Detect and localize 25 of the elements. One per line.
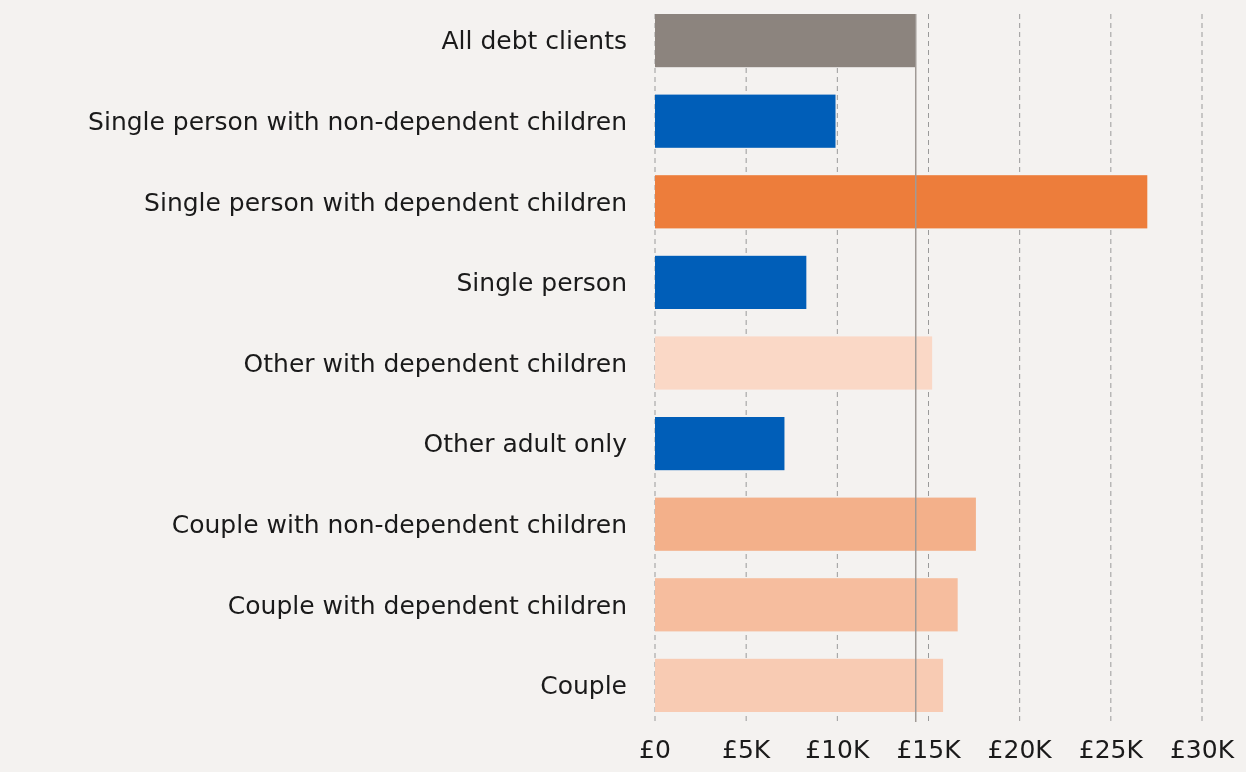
y-tick-label: Single person	[456, 268, 627, 298]
y-tick-label: Single person with non-dependent children	[88, 106, 627, 136]
y-tick-label: Other with dependent children	[243, 348, 627, 378]
x-tick-label: £15K	[896, 735, 962, 764]
bar	[655, 255, 807, 309]
bar	[655, 175, 1148, 229]
bar	[655, 658, 944, 712]
x-tick-label: £25K	[1078, 735, 1144, 764]
y-tick-label: Other adult only	[423, 429, 628, 459]
y-tick-label: Single person with dependent children	[144, 187, 627, 217]
bar	[655, 94, 836, 148]
x-tick-label: £0	[639, 735, 671, 764]
x-tick-label: £10K	[805, 735, 870, 764]
x-tick-label: £5K	[722, 735, 771, 764]
y-tick-label: Couple with dependent children	[227, 590, 627, 620]
bar	[655, 336, 933, 390]
bar	[655, 497, 976, 551]
bar	[655, 578, 958, 632]
bar	[655, 14, 916, 68]
bar	[655, 417, 785, 471]
x-tick-label: £20K	[987, 735, 1053, 764]
y-tick-label: Couple	[540, 671, 627, 701]
y-tick-label: Couple with non-dependent children	[171, 509, 627, 539]
y-tick-label: All debt clients	[441, 26, 627, 56]
x-tick-label: £30K	[1169, 735, 1235, 764]
